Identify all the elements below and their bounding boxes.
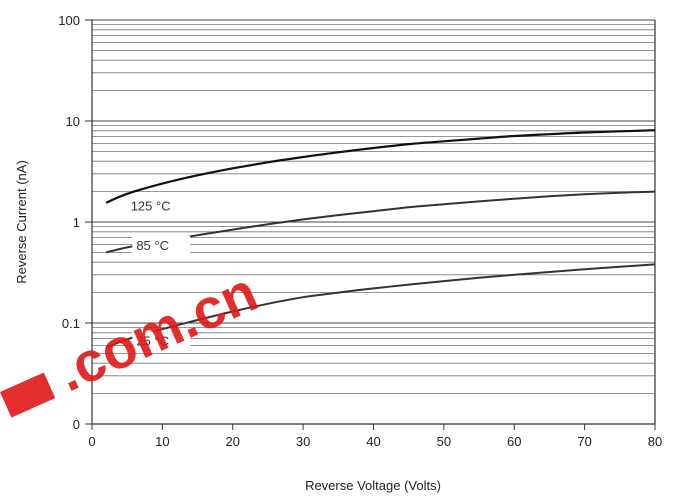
x-tick-label: 50: [437, 434, 451, 449]
y-tick-label: 0: [73, 417, 80, 432]
y-tick-label: 100: [58, 13, 80, 28]
curve-label-bg: [132, 235, 191, 254]
x-tick-label: 80: [648, 434, 662, 449]
curve-label: 25 °C: [136, 333, 169, 348]
x-axis-title: Reverse Voltage (Volts): [305, 478, 441, 493]
series-line: [105, 129, 656, 204]
x-tick-label: 60: [507, 434, 521, 449]
grid: [92, 19, 655, 425]
x-tick-label: 40: [366, 434, 380, 449]
watermark-text: .com.cn: [47, 260, 266, 404]
tick-labels: 0 10 20 30 40 50 60 70 80 100 10 1 0.1 0: [58, 13, 662, 449]
watermark: .com.cn: [0, 260, 266, 418]
curve-label: 85 °C: [136, 238, 169, 253]
curve-labels: 125 °C 85 °C 25 °C: [126, 196, 191, 350]
x-tick-label: 70: [577, 434, 591, 449]
series-line: [105, 263, 656, 349]
y-tick-label: 1: [73, 215, 80, 230]
curve-label: 125 °C: [131, 198, 171, 213]
watermark-bar: [0, 372, 56, 418]
x-tick-label: 10: [155, 434, 169, 449]
curve-label-bg: [126, 196, 185, 215]
axes: [85, 19, 656, 430]
x-tick-label: 20: [226, 434, 240, 449]
y-axis-title: Reverse Current (nA): [14, 160, 29, 284]
x-tick-label: 30: [296, 434, 310, 449]
curve-label-bg: [132, 331, 191, 350]
y-tick-label: 10: [66, 114, 80, 129]
x-tick-label: 0: [88, 434, 95, 449]
y-tick-label: 0.1: [62, 316, 80, 331]
